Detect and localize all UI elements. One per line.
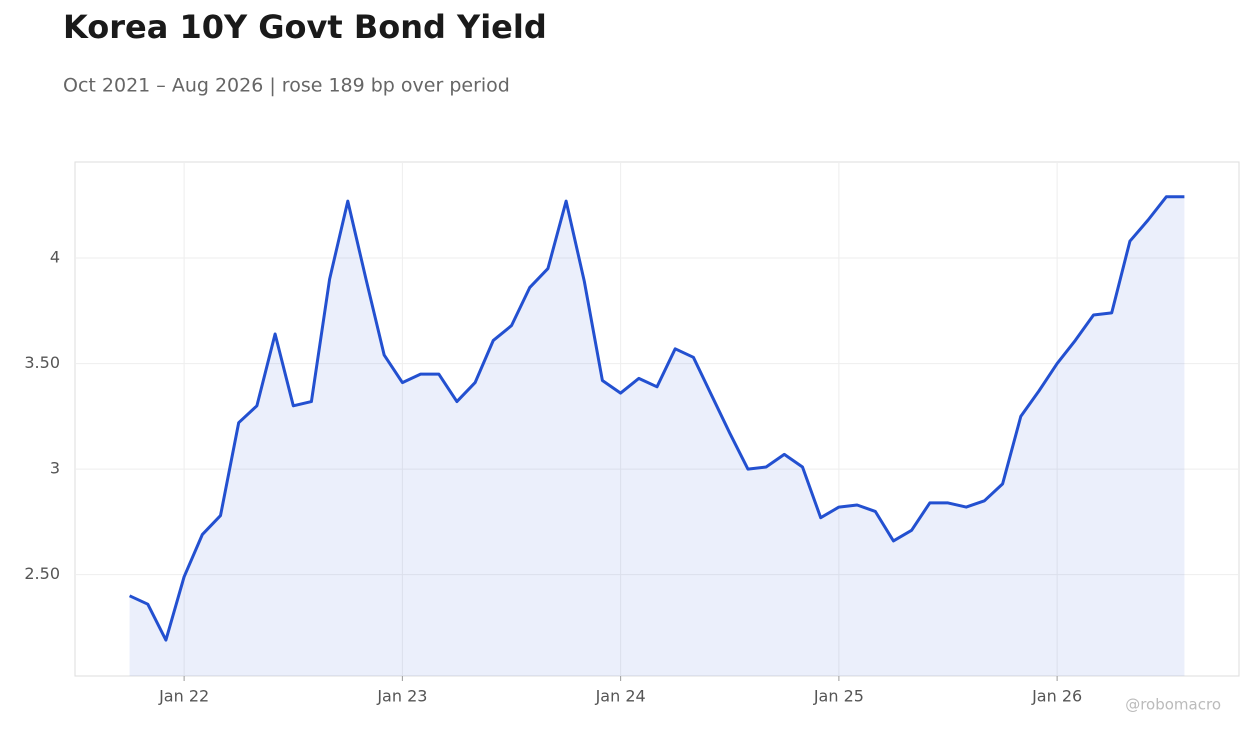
x-tick-label: Jan 22 [158, 687, 209, 706]
watermark: @robomacro [1125, 696, 1221, 714]
y-tick-label: 2.50 [24, 564, 60, 583]
chart-subtitle: Oct 2021 – Aug 2026 | rose 189 bp over p… [63, 75, 510, 97]
line [128, 195, 1185, 642]
y-tick-label: 3.50 [24, 353, 60, 372]
x-tick-label: Jan 24 [595, 687, 646, 706]
chart-title: Korea 10Y Govt Bond Yield [63, 8, 547, 46]
x-tick-label: Jan 25 [813, 687, 864, 706]
area [129, 196, 1185, 677]
y-tick-label: 4 [50, 248, 60, 267]
x-tick-label: Jan 26 [1031, 687, 1082, 706]
x-tick-label: Jan 23 [376, 687, 427, 706]
plot-frame [74, 161, 1240, 677]
y-tick-label: 3 [50, 459, 60, 478]
